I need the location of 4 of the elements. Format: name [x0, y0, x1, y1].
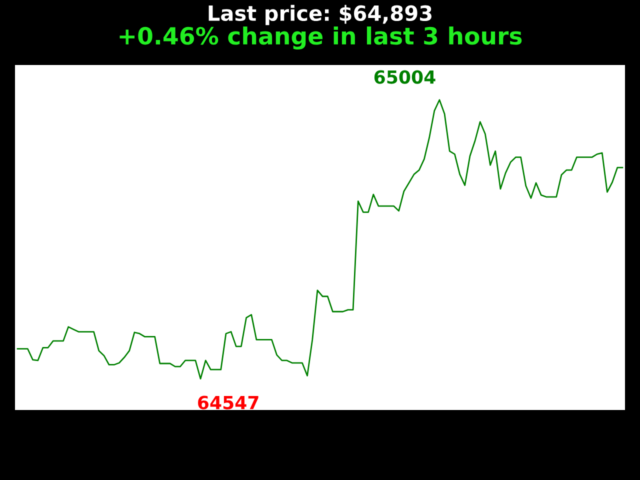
data-label: 64547 [198, 396, 258, 410]
chart-title: Last price: $64,893 [208, 4, 432, 26]
data-label: 65004 [374, 70, 436, 84]
chart-subtitle: +0.46% change in last 3 hours [120, 26, 522, 50]
